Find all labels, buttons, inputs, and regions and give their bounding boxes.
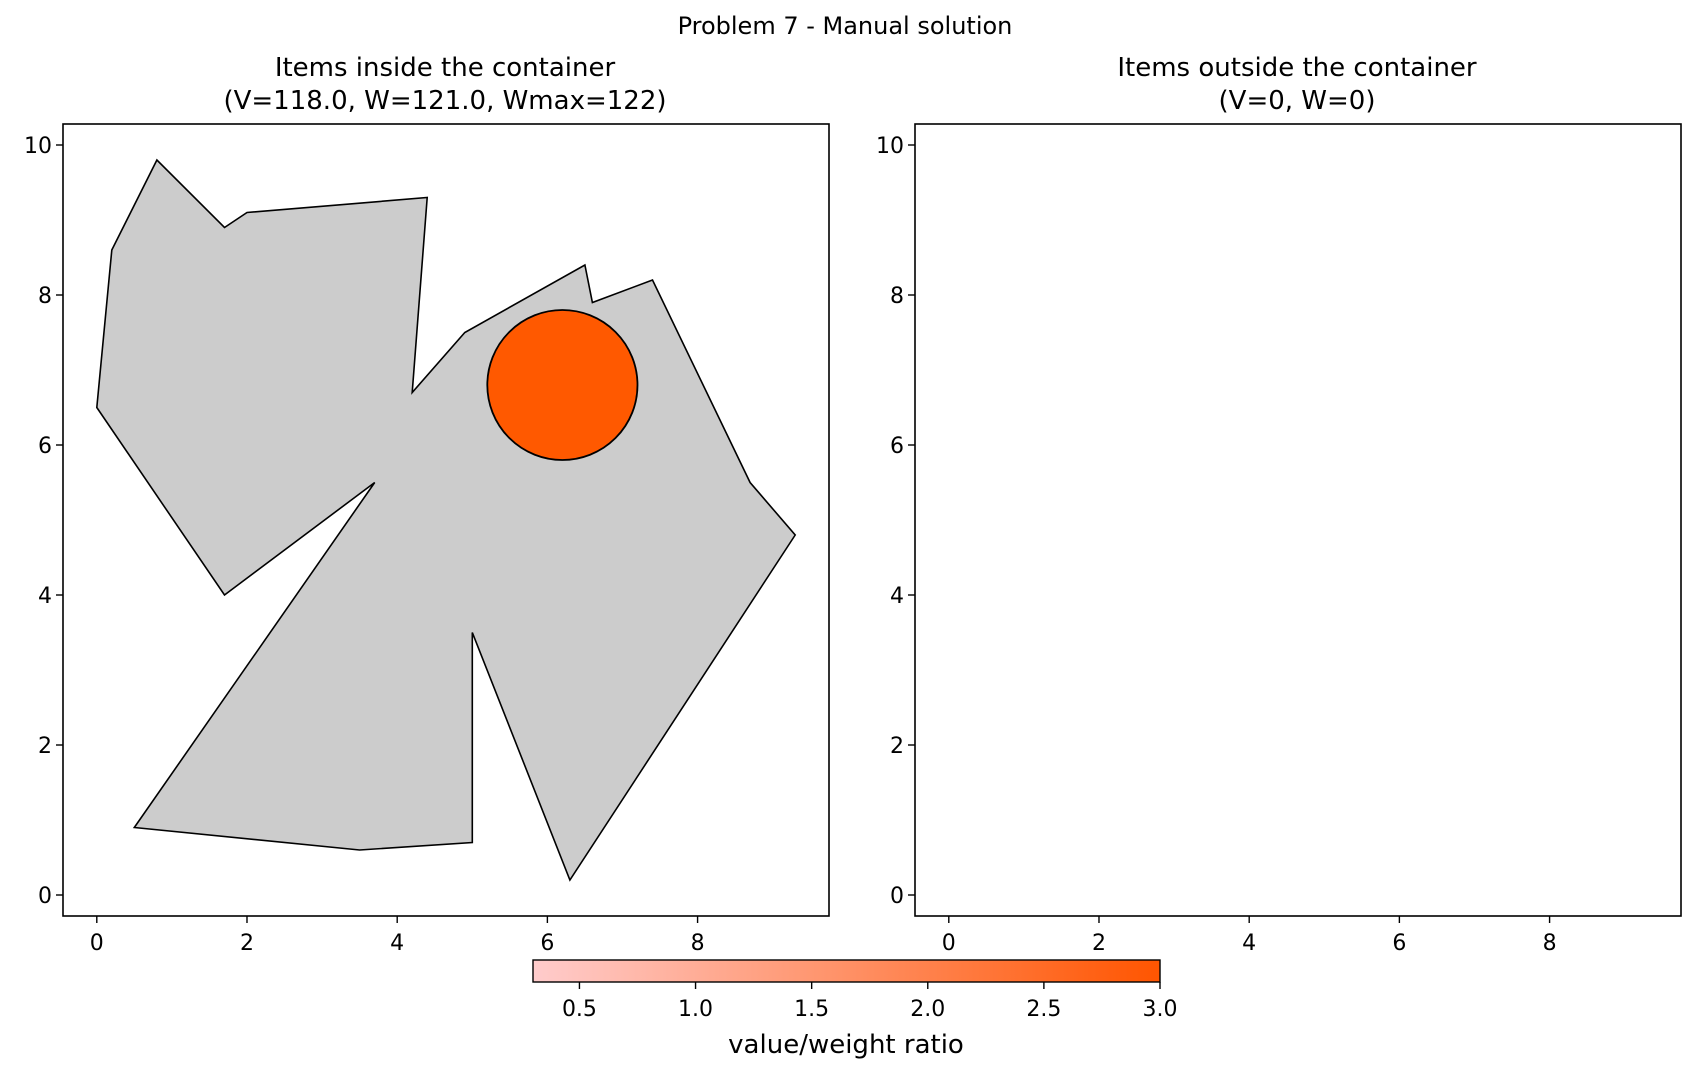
y-tick-label: 8 bbox=[890, 284, 904, 309]
colorbar-tick-label: 2.5 bbox=[1026, 997, 1061, 1022]
y-tick-label: 10 bbox=[24, 134, 52, 159]
item-circle bbox=[486, 309, 639, 461]
x-tick-label: 2 bbox=[240, 931, 254, 956]
axes-title-line-1: Items inside the container bbox=[275, 53, 616, 83]
figure-title: Problem 7 - Manual solution bbox=[678, 12, 1013, 40]
axes-frame bbox=[62, 123, 830, 917]
y-tick-label: 6 bbox=[890, 434, 904, 459]
x-tick-label: 0 bbox=[942, 931, 956, 956]
axis-ticks: 0 2 4 6 8 0 2 4 6 8 10 bbox=[24, 134, 705, 956]
x-tick-label: 6 bbox=[540, 931, 554, 956]
colorbar-tick-label: 3.0 bbox=[1143, 997, 1178, 1022]
y-tick-label: 6 bbox=[38, 434, 52, 459]
x-tick-label: 4 bbox=[1242, 931, 1256, 956]
axes-title-line-2: (V=118.0, W=121.0, Wmax=122) bbox=[223, 86, 666, 116]
colorbar: 0.5 1.0 1.5 2.0 2.5 3.0 value/weight ratio bbox=[532, 959, 1178, 1060]
axes-title-line-2: (V=0, W=0) bbox=[1219, 86, 1376, 116]
container-polygon bbox=[95, 158, 797, 882]
y-tick-label: 0 bbox=[890, 884, 904, 909]
x-tick-label: 6 bbox=[1392, 931, 1406, 956]
x-tick-label: 8 bbox=[691, 931, 705, 956]
axes-items-inside: Items inside the container (V=118.0, W=1… bbox=[24, 53, 830, 956]
y-tick-label: 4 bbox=[38, 584, 52, 609]
axes-title-line-1: Items outside the container bbox=[1117, 53, 1477, 83]
colorbar-tick-label: 1.0 bbox=[678, 997, 713, 1022]
x-tick-label: 8 bbox=[1543, 931, 1557, 956]
axis-ticks: 0 2 4 6 8 0 2 4 6 8 10 bbox=[876, 134, 1557, 956]
colorbar-label: value/weight ratio bbox=[728, 1030, 964, 1060]
axes-items-outside: Items outside the container (V=0, W=0) 0… bbox=[876, 53, 1682, 956]
colorbar-tick-label: 0.5 bbox=[562, 997, 597, 1022]
colorbar-gradient bbox=[532, 959, 1161, 983]
y-tick-label: 10 bbox=[876, 134, 904, 159]
x-tick-label: 0 bbox=[90, 931, 104, 956]
axes-frame bbox=[914, 123, 1682, 917]
colorbar-tick-label: 1.5 bbox=[794, 997, 829, 1022]
plot-content bbox=[95, 158, 797, 882]
x-tick-label: 4 bbox=[390, 931, 404, 956]
colorbar-tick-label: 2.0 bbox=[910, 997, 945, 1022]
y-tick-label: 2 bbox=[890, 734, 904, 759]
x-tick-label: 2 bbox=[1092, 931, 1106, 956]
y-tick-label: 2 bbox=[38, 734, 52, 759]
y-tick-label: 4 bbox=[890, 584, 904, 609]
y-tick-label: 0 bbox=[38, 884, 52, 909]
colorbar-ticks: 0.5 1.0 1.5 2.0 2.5 3.0 bbox=[562, 982, 1178, 1022]
y-tick-label: 8 bbox=[38, 284, 52, 309]
